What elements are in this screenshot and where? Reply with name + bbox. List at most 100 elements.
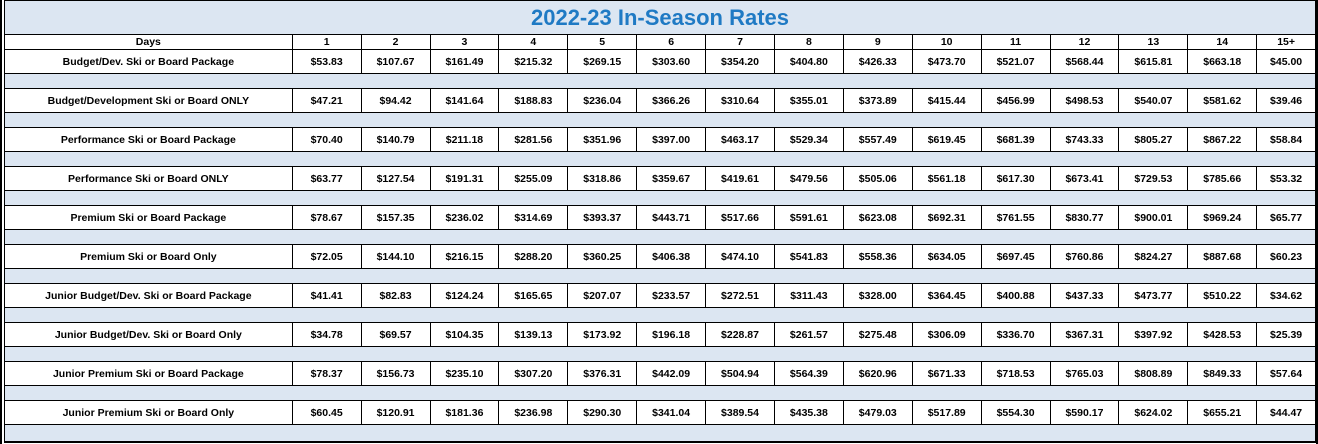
- row-label: Junior Premium Ski or Board Only: [4, 400, 293, 425]
- price-cell: $404.80: [773, 49, 844, 74]
- price-cell: $140.79: [360, 127, 431, 152]
- price-cell: $558.36: [842, 244, 913, 269]
- table-row: Performance Ski or Board ONLY $63.77 $127.…: [4, 166, 1316, 191]
- table-row: Junior Budget/Dev. Ski or Board Package $…: [4, 283, 1316, 308]
- price-cell: $181.36: [429, 400, 500, 425]
- header-day: 7: [705, 34, 775, 50]
- price-cell: $57.64: [1256, 361, 1316, 386]
- spacer-cell: [4, 151, 1316, 167]
- price-cell: $824.27: [1118, 244, 1189, 269]
- price-cell: $521.07: [980, 49, 1051, 74]
- price-cell: $456.99: [980, 88, 1051, 113]
- price-cell: $591.61: [773, 205, 844, 230]
- spacer-cell: [4, 424, 1316, 443]
- price-cell: $581.62: [1187, 88, 1258, 113]
- table-row: Performance Ski or Board Package $70.40 $1…: [4, 127, 1316, 152]
- price-cell: $397.92: [1118, 322, 1189, 347]
- price-cell: $188.83: [498, 88, 569, 113]
- price-cell: $561.18: [911, 166, 982, 191]
- table-row: Premium Ski or Board Package $78.67 $157.3…: [4, 205, 1316, 230]
- price-cell: $275.48: [842, 322, 913, 347]
- price-cell: $216.15: [429, 244, 500, 269]
- price-cell: $393.37: [567, 205, 638, 230]
- header-day: 14: [1187, 34, 1258, 50]
- price-cell: $288.20: [498, 244, 569, 269]
- spacer-cell: [4, 307, 1316, 323]
- row-label: Junior Premium Ski or Board Package: [4, 361, 293, 386]
- price-cell: $78.67: [291, 205, 362, 230]
- price-cell: $428.53: [1187, 322, 1258, 347]
- header-day: 11: [980, 34, 1051, 50]
- price-cell: $107.67: [360, 49, 431, 74]
- price-cell: $426.33: [842, 49, 913, 74]
- price-cell: $623.08: [842, 205, 913, 230]
- spacer-cell: [4, 190, 1316, 206]
- price-cell: $808.89: [1118, 361, 1189, 386]
- spacer-row: [4, 190, 1316, 206]
- price-cell: $144.10: [360, 244, 431, 269]
- price-cell: $34.62: [1256, 283, 1316, 308]
- price-cell: $474.10: [705, 244, 775, 269]
- price-cell: $303.60: [636, 49, 707, 74]
- price-cell: $156.73: [360, 361, 431, 386]
- price-cell: $328.00: [842, 283, 913, 308]
- price-cell: $443.71: [636, 205, 707, 230]
- price-cell: $70.40: [291, 127, 362, 152]
- spacer-row: [4, 268, 1316, 284]
- price-cell: $127.54: [360, 166, 431, 191]
- price-cell: $529.34: [773, 127, 844, 152]
- price-cell: $887.68: [1187, 244, 1258, 269]
- price-cell: $207.07: [567, 283, 638, 308]
- price-cell: $215.32: [498, 49, 569, 74]
- price-cell: $437.33: [1049, 283, 1120, 308]
- price-cell: $63.77: [291, 166, 362, 191]
- price-cell: $39.46: [1256, 88, 1316, 113]
- price-cell: $568.44: [1049, 49, 1120, 74]
- price-cell: $830.77: [1049, 205, 1120, 230]
- price-cell: $564.39: [773, 361, 844, 386]
- price-cell: $196.18: [636, 322, 707, 347]
- price-cell: $697.45: [980, 244, 1051, 269]
- header-day: 12: [1049, 34, 1120, 50]
- price-cell: $554.30: [980, 400, 1051, 425]
- header-day: 15+: [1256, 34, 1316, 50]
- price-cell: $124.24: [429, 283, 500, 308]
- table-row: Budget/Dev. Ski or Board Package $53.83 $1…: [4, 49, 1316, 74]
- price-cell: $65.77: [1256, 205, 1316, 230]
- price-cell: $359.67: [636, 166, 707, 191]
- price-cell: $389.54: [705, 400, 775, 425]
- row-label: Budget/Dev. Ski or Board Package: [4, 49, 293, 74]
- price-cell: $615.81: [1118, 49, 1189, 74]
- price-cell: $120.91: [360, 400, 431, 425]
- header-day: 6: [636, 34, 707, 50]
- price-cell: $310.64: [705, 88, 775, 113]
- price-cell: $235.10: [429, 361, 500, 386]
- price-cell: $281.56: [498, 127, 569, 152]
- price-cell: $157.35: [360, 205, 431, 230]
- price-cell: $510.22: [1187, 283, 1258, 308]
- row-label: Junior Budget/Dev. Ski or Board Package: [4, 283, 293, 308]
- row-label: Premium Ski or Board Package: [4, 205, 293, 230]
- price-cell: $211.18: [429, 127, 500, 152]
- price-cell: $867.22: [1187, 127, 1258, 152]
- table-row: Budget/Development Ski or Board ONLY $47.…: [4, 88, 1316, 113]
- price-cell: $673.41: [1049, 166, 1120, 191]
- price-cell: $900.01: [1118, 205, 1189, 230]
- table-row: Junior Premium Ski or Board Only $60.45 $1…: [4, 400, 1316, 425]
- price-cell: $233.57: [636, 283, 707, 308]
- price-cell: $415.44: [911, 88, 982, 113]
- price-cell: $504.94: [705, 361, 775, 386]
- price-cell: $376.31: [567, 361, 638, 386]
- price-cell: $541.83: [773, 244, 844, 269]
- header-days-label: Days: [4, 34, 293, 50]
- spacer-row: [4, 385, 1316, 401]
- price-cell: $969.24: [1187, 205, 1258, 230]
- header-day: 13: [1118, 34, 1189, 50]
- price-cell: $306.09: [911, 322, 982, 347]
- price-cell: $540.07: [1118, 88, 1189, 113]
- price-cell: $307.20: [498, 361, 569, 386]
- row-label: Performance Ski or Board ONLY: [4, 166, 293, 191]
- price-cell: $290.30: [567, 400, 638, 425]
- row-label: Budget/Development Ski or Board ONLY: [4, 88, 293, 113]
- row-label: Performance Ski or Board Package: [4, 127, 293, 152]
